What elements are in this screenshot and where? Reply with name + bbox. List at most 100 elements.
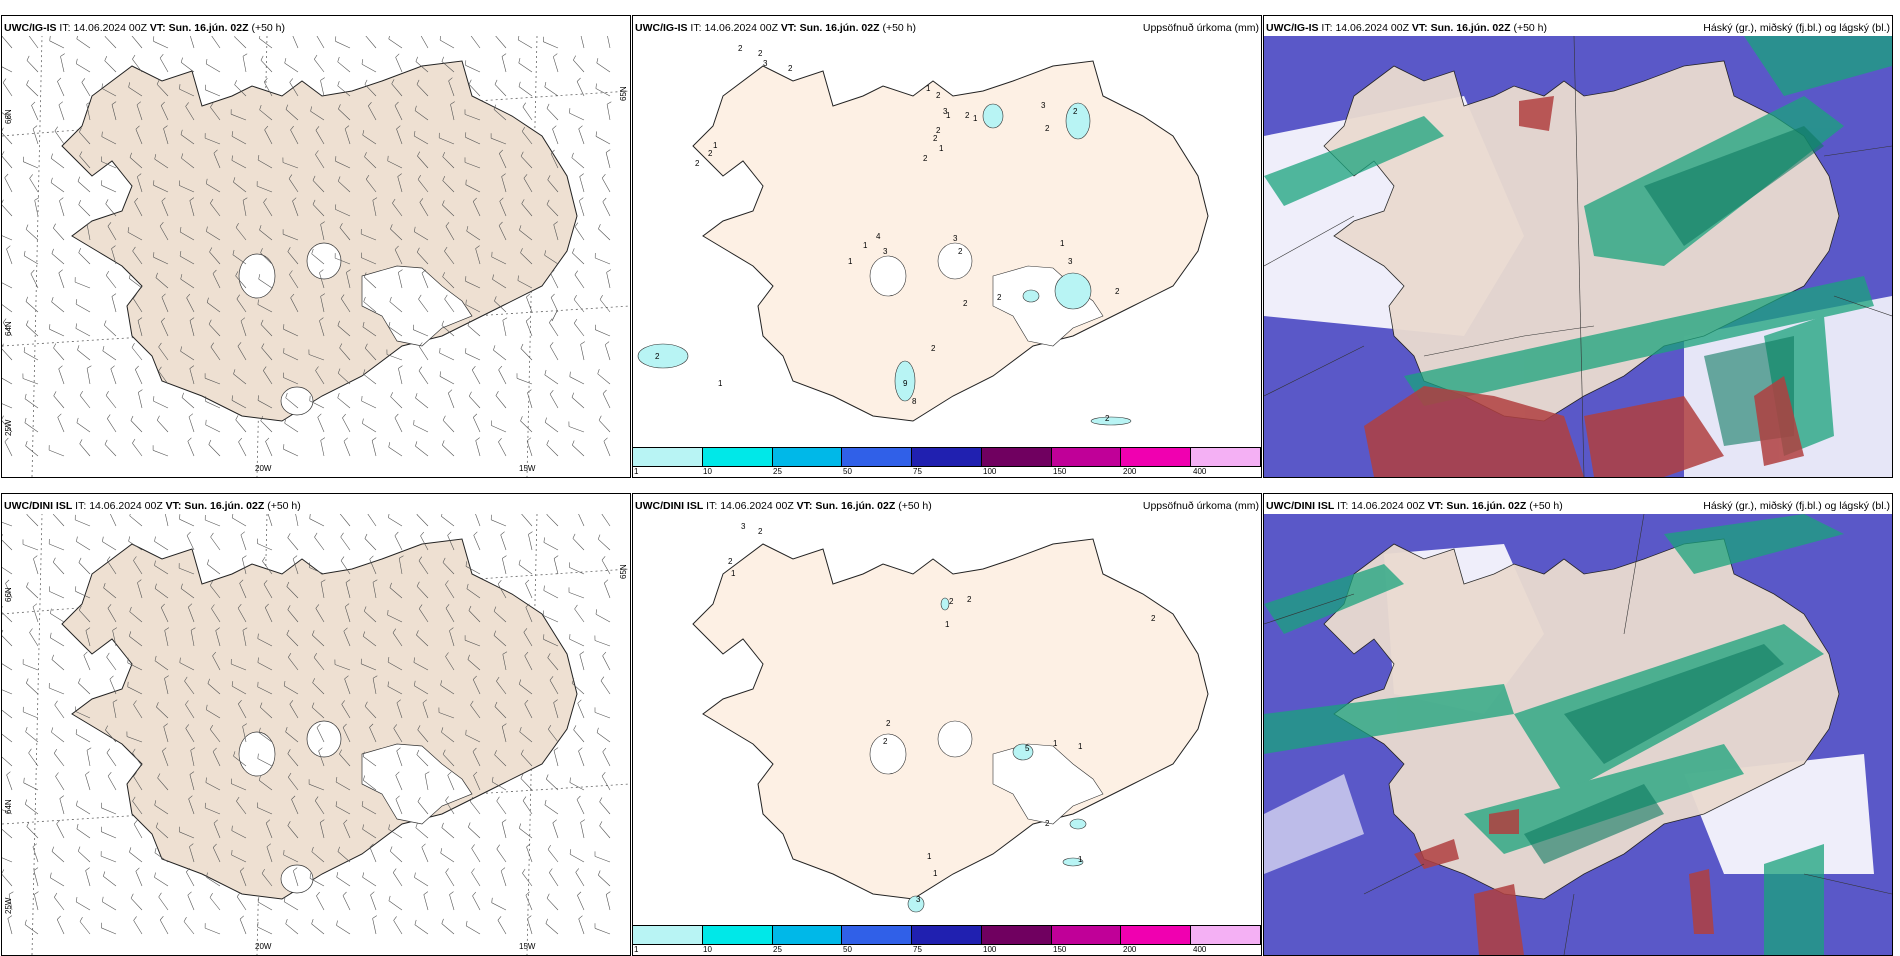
wind-barb [595, 641, 610, 647]
wind-barb [51, 732, 64, 742]
wind-barb [595, 258, 610, 264]
wind-barb-flag [606, 892, 610, 895]
wind-barb [493, 350, 506, 360]
wind-barb [50, 878, 64, 886]
it-value: 14.06.2024 00Z [1351, 500, 1425, 512]
wind-barb [27, 827, 38, 838]
wind-barb-flag [365, 80, 367, 85]
wind-barb [132, 348, 142, 361]
wind-barb [102, 542, 116, 550]
wind-barb-flag [443, 416, 445, 421]
wind-barb-flag [106, 271, 109, 275]
precip-value-label: 1 [973, 114, 978, 123]
wind-barb-flag [5, 438, 8, 442]
precip-value-label: 1 [1078, 855, 1083, 864]
wind-barb-flag [419, 367, 422, 371]
wind-barb-flag [598, 224, 600, 229]
wind-barb-flag [293, 556, 297, 559]
wind-barb-flag [338, 57, 340, 62]
precip-field-title: Uppsöfnuð úrkoma (mm) [1143, 500, 1259, 512]
wind-barb-flag [604, 438, 608, 441]
wind-barb-flag [547, 104, 549, 109]
wind-barb-flag [60, 796, 64, 799]
wind-barb-flag [604, 580, 608, 583]
wind-barb-flag [155, 873, 156, 878]
wind-barb [473, 896, 481, 910]
wind-barb-flag [27, 56, 29, 61]
wind-barb-flag [599, 416, 601, 421]
wind-barb-flag [596, 131, 597, 136]
wind-barb [80, 444, 90, 456]
wind-barb [573, 60, 584, 72]
wind-barb [155, 877, 169, 886]
wind-barb-flag [441, 848, 442, 853]
precip-value-label: 1 [713, 141, 718, 150]
wind-barb-flag [416, 823, 418, 828]
wind-barb-flag [496, 391, 499, 395]
precip-value-label: 2 [997, 293, 1002, 302]
wind-barb [371, 895, 377, 910]
wind-barb-flag [132, 439, 135, 443]
wind-barb [130, 516, 142, 526]
it-value: 14.06.2024 00Z [89, 500, 163, 512]
wind-barb-flag [503, 318, 507, 321]
wind-barb [473, 417, 480, 432]
wind-barb [2, 539, 12, 550]
wind-barb [443, 420, 454, 432]
wind-barb [372, 441, 376, 457]
wind-barb-flag [5, 174, 8, 178]
wind-barb-flag [290, 78, 293, 82]
wind-barb-flag [519, 560, 520, 565]
wind-barb [310, 519, 324, 526]
wind-barb [501, 535, 506, 550]
wind-barb-flag [600, 821, 602, 825]
wind-barb [517, 378, 532, 384]
it-label: IT: [706, 500, 717, 512]
wind-barb [424, 895, 428, 910]
lead-time: (+50 h) [1529, 500, 1563, 512]
wind-barb [2, 755, 12, 766]
wind-barb-flag [210, 893, 213, 897]
wind-barb [54, 897, 64, 910]
wind-barb-flag [29, 749, 32, 753]
wind-barb-flag [232, 514, 233, 518]
wind-barb-flag [55, 701, 58, 705]
wind-barb-flag [603, 748, 606, 752]
wind-barb [2, 281, 12, 288]
wind-barb-flag [136, 868, 140, 872]
wind-barb [422, 847, 428, 862]
wind-barb-flag [80, 917, 83, 921]
wind-barb-flag [598, 535, 600, 540]
wind-barb [85, 775, 90, 790]
precip-value-label: 5 [1025, 744, 1030, 753]
wind-barb-flag [27, 80, 29, 85]
wind-barb [30, 633, 39, 647]
wind-barb [498, 920, 506, 934]
wind-barb [23, 664, 38, 670]
wind-barb-flag [395, 532, 398, 536]
wind-barb [26, 732, 38, 742]
precip-value-label: 1 [1053, 739, 1058, 748]
colorbar-swatch [842, 926, 912, 944]
wind-barb [26, 587, 38, 598]
wind-barb [56, 776, 65, 790]
iceland-landmass [62, 61, 577, 421]
wind-barb [59, 273, 64, 288]
wind-barb-flag [79, 558, 81, 563]
wind-barb-flag [597, 728, 598, 733]
wind-barb [553, 57, 558, 72]
wind-barb-flag [107, 557, 110, 561]
wind-barb-flag [476, 438, 480, 441]
wind-barb [553, 823, 558, 838]
wind-barb-flag [602, 556, 605, 560]
precip-value-label: 2 [958, 247, 963, 256]
wind-barb [51, 183, 64, 192]
wind-barb-flag [548, 845, 551, 849]
wind-barb [518, 40, 532, 48]
it-value: 14.06.2024 00Z [1335, 22, 1409, 34]
wind-barb-flag [603, 390, 606, 394]
wind-barb-flag [519, 824, 520, 829]
wind-barb [87, 750, 90, 766]
wind-barb [419, 347, 428, 360]
wind-barb-flag [577, 892, 581, 896]
